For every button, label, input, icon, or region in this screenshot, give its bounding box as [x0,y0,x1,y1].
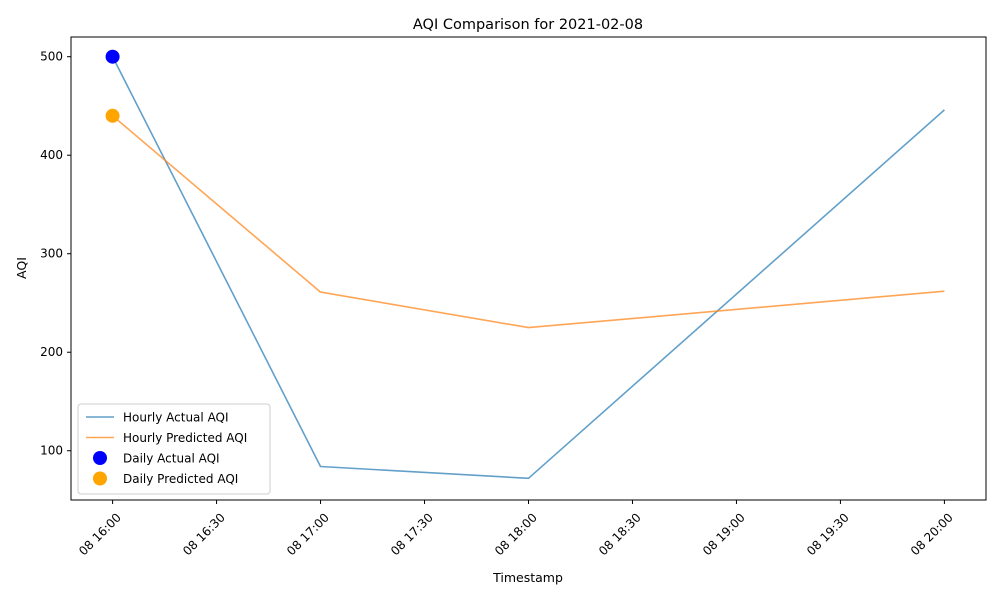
chart-title: AQI Comparison for 2021-02-08 [413,17,643,33]
series-layer [105,49,945,480]
daily-predicted-aqi-point [105,108,120,123]
y-tick-label: 200 [40,345,63,359]
hourly-actual-aqi-line [111,56,945,480]
y-tick-label: 300 [40,247,63,261]
legend-marker-swatch [93,471,107,486]
legend-label: Daily Predicted AQI [123,472,238,486]
y-tick-label: 400 [40,148,63,162]
x-axis-label: Timestamp [492,570,563,585]
legend-label: Hourly Predicted AQI [123,431,247,445]
daily-actual-aqi-point [105,49,120,64]
legend-label: Hourly Actual AQI [123,411,229,425]
y-tick-label: 500 [40,50,63,64]
legend-box [77,403,271,495]
legend: Hourly Actual AQI Hourly Predicted AQI Dai… [77,403,271,495]
y-axis-label: AQI [14,257,29,279]
hourly-predicted-aqi-line [112,115,945,329]
legend-marker-swatch [93,451,107,465]
y-tick-label: 100 [40,444,63,458]
y-axis: 100 200 300 400 500 [40,50,71,458]
legend-label: Daily Actual AQI [123,452,220,466]
